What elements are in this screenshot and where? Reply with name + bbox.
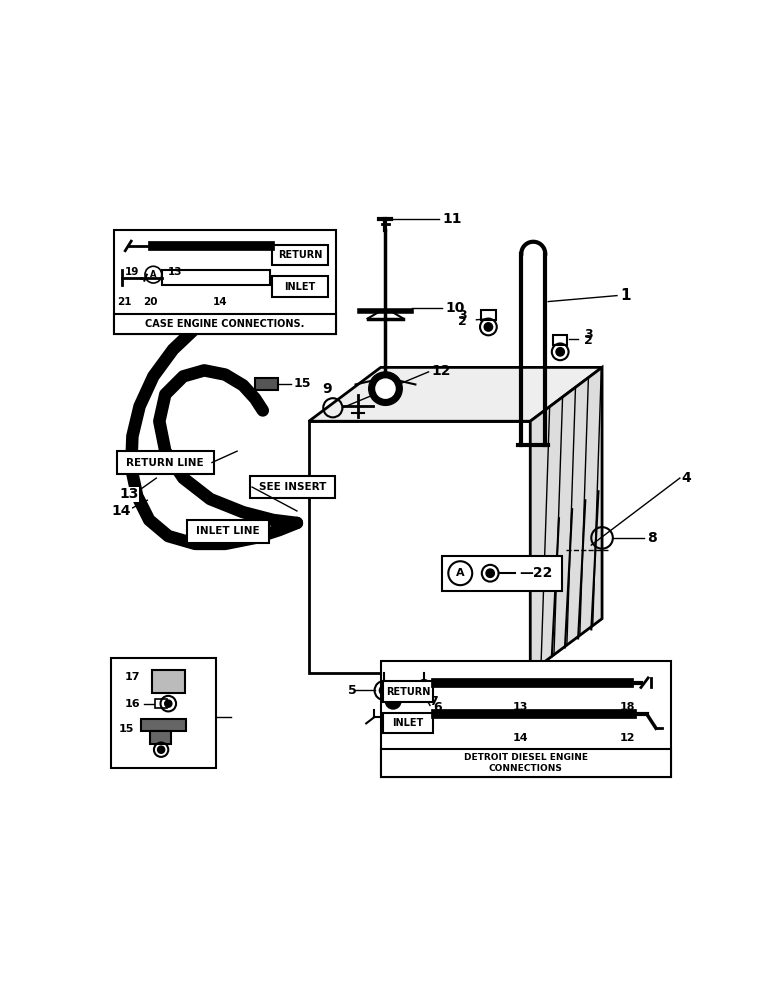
Text: —22: —22	[519, 566, 552, 580]
Text: 10: 10	[445, 301, 465, 315]
Circle shape	[385, 693, 401, 709]
Text: 5: 5	[348, 684, 357, 697]
Bar	[114, 314, 336, 334]
Bar	[114, 230, 336, 334]
Circle shape	[379, 686, 389, 695]
Text: SEE INSERT: SEE INSERT	[259, 482, 327, 492]
Text: 2: 2	[584, 334, 593, 347]
Bar	[381, 661, 671, 777]
Circle shape	[376, 379, 395, 398]
Text: 13: 13	[513, 702, 528, 712]
Text: INLET: INLET	[284, 282, 316, 292]
Bar	[152, 670, 185, 693]
Text: 1: 1	[620, 288, 631, 303]
Text: 11: 11	[442, 212, 462, 226]
Text: 6: 6	[433, 701, 442, 714]
Bar	[553, 335, 567, 345]
Polygon shape	[309, 367, 602, 421]
Text: 12: 12	[620, 733, 635, 743]
FancyBboxPatch shape	[383, 713, 433, 733]
Text: 21: 21	[117, 297, 132, 307]
Text: DETROIT DIESEL ENGINE
CONNECTIONS: DETROIT DIESEL ENGINE CONNECTIONS	[464, 753, 587, 773]
Text: 13: 13	[168, 267, 183, 277]
Text: 9: 9	[323, 382, 332, 396]
FancyBboxPatch shape	[250, 476, 334, 498]
Text: 15: 15	[294, 377, 311, 390]
FancyBboxPatch shape	[188, 520, 269, 543]
Text: RETURN: RETURN	[278, 250, 322, 260]
FancyBboxPatch shape	[117, 451, 214, 474]
Bar	[141, 719, 186, 731]
Circle shape	[556, 348, 564, 356]
Bar	[162, 270, 270, 285]
Text: 8: 8	[647, 531, 657, 545]
Text: 20: 20	[143, 297, 157, 307]
FancyBboxPatch shape	[442, 556, 562, 591]
Circle shape	[484, 323, 493, 331]
Bar	[111, 658, 216, 768]
Text: 17: 17	[124, 672, 141, 682]
Text: 14: 14	[111, 504, 131, 518]
Text: 4: 4	[682, 471, 692, 485]
Polygon shape	[530, 367, 602, 673]
Text: 16: 16	[124, 699, 141, 709]
Text: INLET LINE: INLET LINE	[196, 526, 260, 536]
Text: 3: 3	[584, 328, 593, 341]
Text: 14: 14	[513, 733, 528, 743]
Text: A: A	[456, 568, 465, 578]
Bar	[151, 731, 171, 744]
Text: RETURN LINE: RETURN LINE	[127, 458, 204, 468]
Circle shape	[369, 372, 402, 405]
Text: RETURN: RETURN	[386, 687, 431, 697]
Text: 19: 19	[125, 267, 140, 277]
Text: 2: 2	[459, 315, 467, 328]
Text: 7: 7	[429, 695, 438, 708]
Bar	[481, 310, 496, 320]
Bar	[154, 699, 167, 708]
FancyBboxPatch shape	[272, 276, 328, 297]
Text: CASE ENGINE CONNECTIONS.: CASE ENGINE CONNECTIONS.	[145, 319, 305, 329]
Circle shape	[416, 680, 432, 695]
Text: 3: 3	[459, 309, 467, 322]
Circle shape	[486, 569, 494, 577]
Text: 15: 15	[119, 724, 134, 734]
Bar	[381, 749, 671, 777]
Circle shape	[164, 700, 172, 707]
FancyBboxPatch shape	[383, 681, 433, 702]
Text: 18: 18	[620, 702, 635, 712]
Text: 14: 14	[213, 297, 228, 307]
Bar	[255, 378, 278, 390]
Circle shape	[157, 746, 164, 753]
Text: A: A	[150, 270, 157, 279]
FancyBboxPatch shape	[272, 245, 328, 265]
Text: 13: 13	[119, 487, 139, 501]
Text: 12: 12	[432, 364, 451, 378]
Bar	[309, 421, 530, 673]
Text: –12: –12	[405, 711, 428, 724]
Text: INLET: INLET	[393, 718, 424, 728]
